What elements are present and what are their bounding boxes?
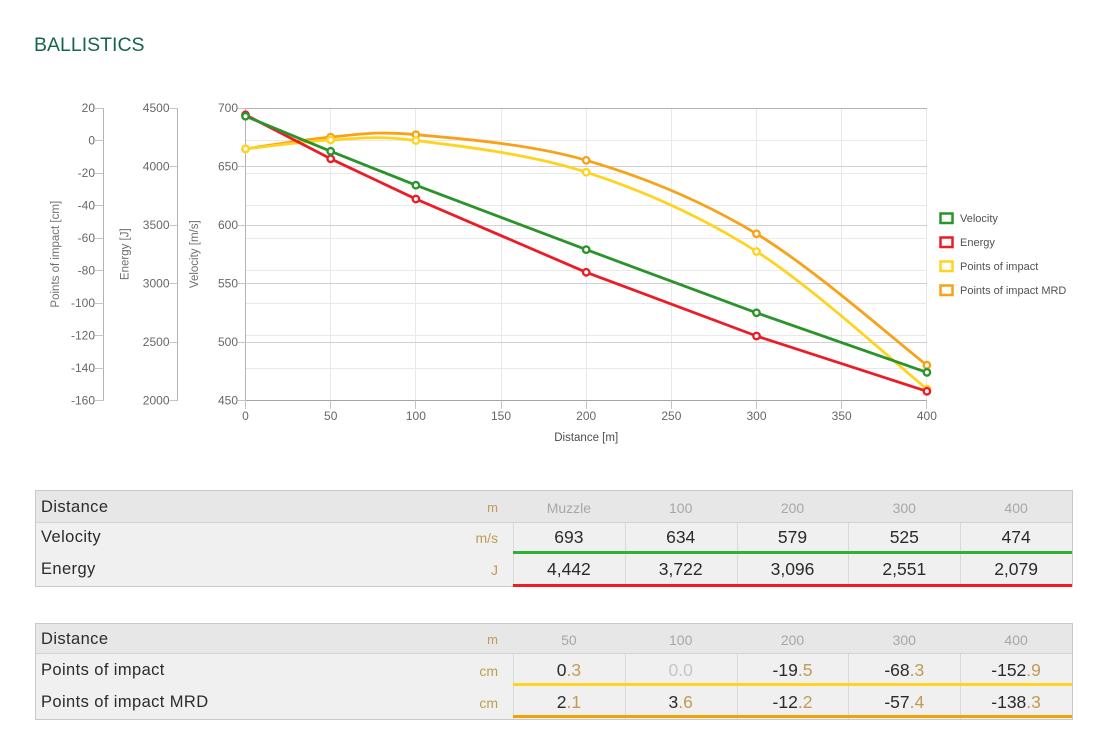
svg-text:Velocity [m/s]: Velocity [m/s]: [189, 220, 201, 288]
svg-text:-40: -40: [78, 199, 96, 213]
svg-text:Energy: Energy: [960, 237, 995, 249]
svg-text:200: 200: [576, 409, 596, 423]
svg-text:Velocity: Velocity: [960, 213, 998, 225]
svg-text:300: 300: [746, 409, 766, 423]
svg-text:Points of impact MRD: Points of impact MRD: [960, 285, 1066, 297]
svg-text:-120: -120: [71, 329, 95, 343]
svg-text:Distance [m]: Distance [m]: [554, 432, 618, 444]
svg-text:-160: -160: [71, 394, 95, 408]
svg-text:2500: 2500: [143, 335, 170, 349]
svg-text:350: 350: [832, 409, 852, 423]
svg-text:3000: 3000: [143, 277, 170, 291]
svg-text:4500: 4500: [143, 101, 170, 115]
svg-text:Energy [J]: Energy [J]: [120, 228, 132, 280]
svg-text:-80: -80: [78, 264, 96, 278]
svg-text:600: 600: [218, 218, 238, 232]
svg-text:20: 20: [82, 101, 96, 115]
svg-text:2000: 2000: [143, 394, 170, 408]
svg-text:150: 150: [491, 409, 511, 423]
svg-text:650: 650: [218, 160, 238, 174]
svg-text:Points of impact: Points of impact: [960, 261, 1038, 273]
svg-text:Points of impact [cm]: Points of impact [cm]: [50, 201, 62, 308]
svg-text:0: 0: [242, 409, 249, 423]
svg-text:100: 100: [406, 409, 426, 423]
svg-text:450: 450: [218, 394, 238, 408]
svg-text:-20: -20: [78, 166, 96, 180]
svg-text:-140: -140: [71, 361, 95, 375]
svg-text:700: 700: [218, 101, 238, 115]
svg-text:4000: 4000: [143, 160, 170, 174]
svg-text:550: 550: [218, 277, 238, 291]
svg-text:400: 400: [917, 409, 937, 423]
svg-text:-100: -100: [71, 296, 95, 310]
svg-text:3500: 3500: [143, 218, 170, 232]
svg-text:0: 0: [88, 134, 95, 148]
svg-text:-60: -60: [78, 231, 96, 245]
svg-text:250: 250: [661, 409, 681, 423]
svg-text:50: 50: [324, 409, 338, 423]
svg-text:500: 500: [218, 335, 238, 349]
